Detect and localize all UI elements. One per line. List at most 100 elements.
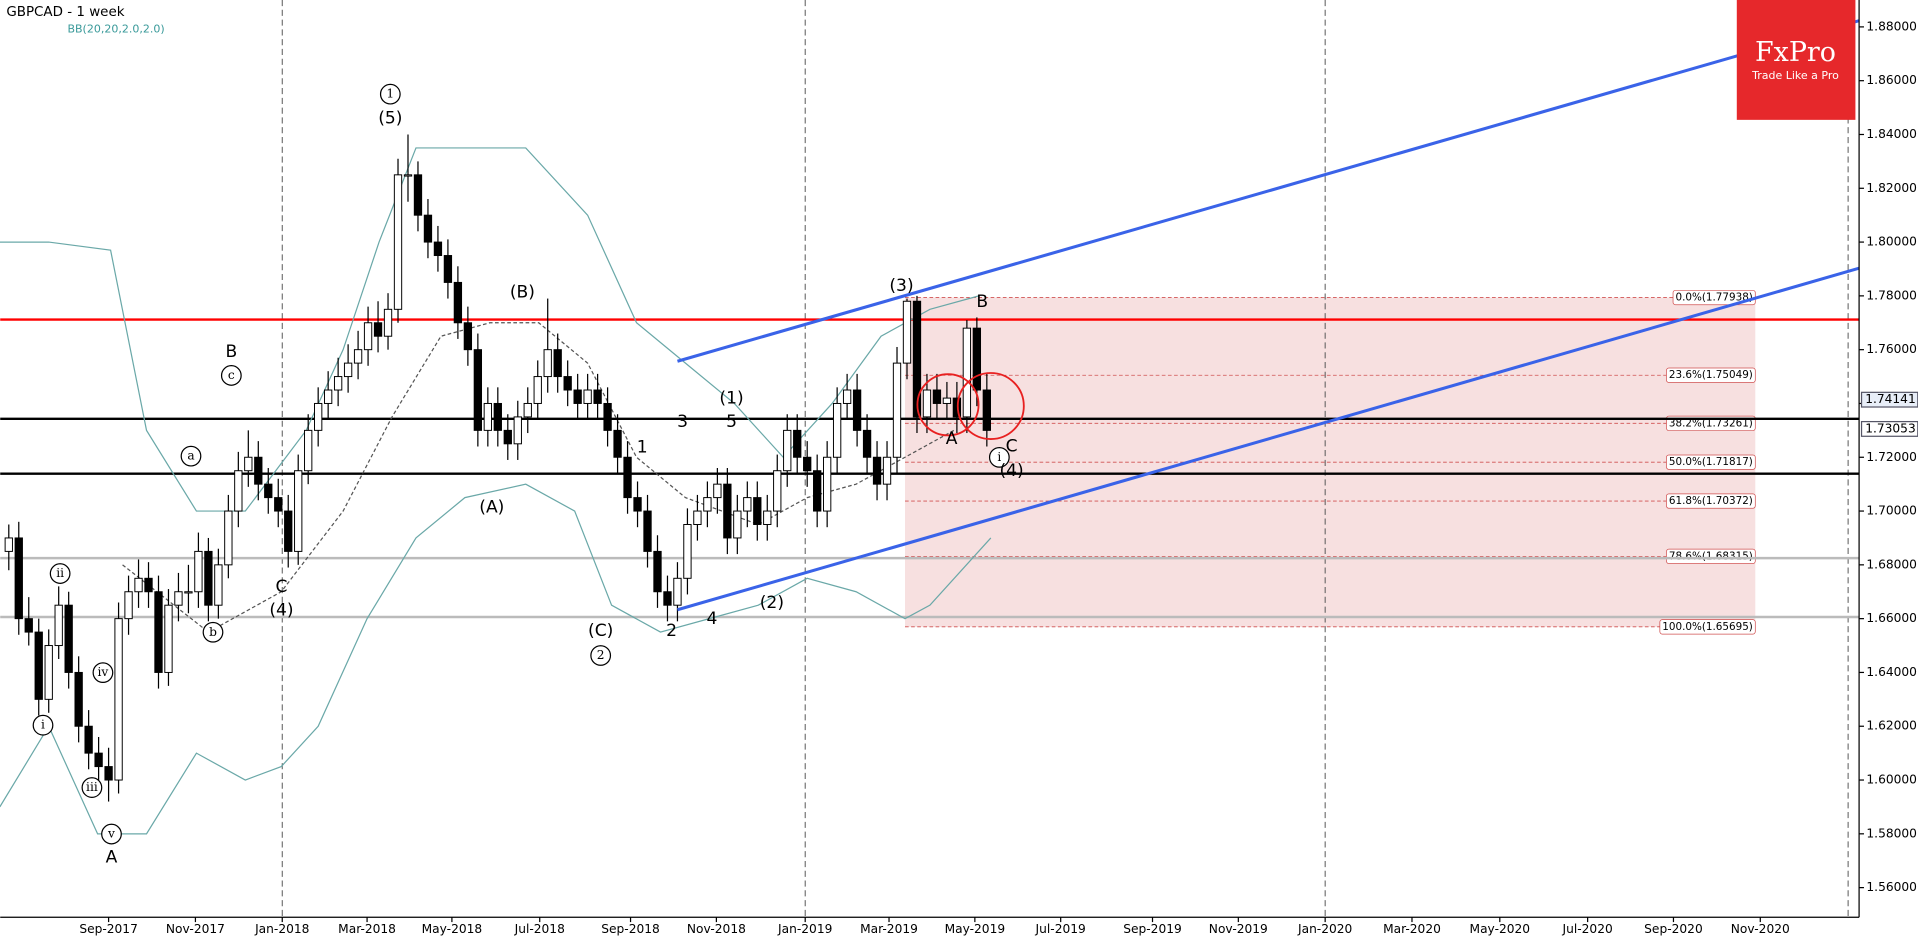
candle-body	[284, 510, 293, 552]
wave-ring	[202, 621, 224, 643]
candle-body	[743, 497, 752, 512]
wave-ring	[32, 714, 54, 736]
x-tick-label: Sep-2019	[1123, 922, 1182, 936]
candle-body	[573, 389, 582, 404]
wave-label: iii	[86, 780, 98, 794]
wave-label: (3)	[889, 276, 913, 296]
wave-ring	[988, 446, 1010, 468]
candle-body	[264, 483, 273, 499]
candle-body	[882, 456, 892, 485]
wave-ring	[81, 777, 103, 798]
bollinger-band	[0, 483, 992, 835]
candle-body	[842, 389, 852, 404]
candle-body	[503, 429, 512, 445]
candle-body	[852, 389, 862, 431]
candle-body	[114, 618, 123, 781]
candle-body	[673, 577, 682, 606]
price-label: 1.74141	[1865, 392, 1916, 406]
candle-body	[753, 497, 762, 525]
y-tick-label: 1.76000	[1866, 342, 1917, 356]
y-tick-label: 1.58000	[1866, 826, 1917, 840]
wave-label: 1	[637, 438, 648, 458]
bollinger-band	[122, 322, 955, 633]
wave-label: i	[41, 718, 45, 732]
x-tick-label: Jan-2018	[254, 922, 309, 936]
x-tick-label: Sep-2018	[601, 922, 660, 936]
candle-body	[922, 389, 932, 418]
candle-body	[244, 456, 253, 472]
candle-body	[872, 456, 882, 485]
candle-body	[44, 645, 53, 700]
logo-tagline: Trade Like a Pro	[1751, 69, 1839, 82]
candle-body	[713, 483, 722, 499]
logo-title: FxPro	[1755, 37, 1836, 68]
wave-label: A	[106, 847, 118, 867]
wave-label: 5	[726, 412, 737, 432]
x-tick-label: Nov-2017	[166, 922, 225, 936]
fib-label: 61.8%(1.70372)	[1669, 495, 1753, 507]
y-tick-label: 1.66000	[1866, 611, 1917, 625]
wave-ring	[590, 645, 612, 666]
wave-ring	[101, 823, 122, 845]
candle-body	[563, 376, 572, 391]
wave-label: v	[107, 827, 115, 841]
wave-label: 2	[597, 648, 605, 662]
candle-body	[783, 429, 792, 472]
x-tick-label: May-2019	[945, 922, 1006, 936]
candle-body	[603, 402, 612, 431]
candle-body	[683, 524, 692, 579]
candle-body	[463, 322, 473, 351]
y-tick-label: 1.62000	[1866, 719, 1917, 733]
wave-label: 1	[386, 87, 394, 101]
candle-body	[154, 591, 163, 673]
y-tick-label: 1.88000	[1866, 19, 1917, 33]
fib-label: 38.2%(1.73261)	[1669, 417, 1753, 429]
candle-body	[912, 300, 922, 418]
candle-body	[932, 389, 942, 404]
candle-body	[433, 241, 443, 257]
fib-label-box	[1666, 367, 1756, 383]
wave-label: 2	[666, 621, 677, 641]
y-tick-label: 1.64000	[1866, 665, 1917, 679]
highlight-circle	[956, 372, 1025, 440]
candle-body	[294, 470, 303, 552]
candle-body	[184, 591, 193, 594]
candle-body	[204, 550, 213, 606]
wave-label: (2)	[760, 593, 784, 613]
candle-body	[144, 577, 153, 593]
x-tick-label: Nov-2019	[1209, 922, 1268, 936]
candle-body	[593, 389, 602, 404]
candle-body	[54, 604, 63, 647]
wave-label: 3	[677, 412, 688, 432]
candle-body	[862, 429, 872, 458]
fib-label-box	[1659, 619, 1756, 635]
candle-body	[104, 766, 113, 781]
candle-body	[733, 510, 742, 539]
x-tick-label: Jan-2019	[777, 922, 832, 936]
y-tick-label: 1.78000	[1866, 288, 1917, 302]
candle-body	[813, 470, 822, 512]
candle-body	[14, 537, 23, 620]
wave-label: c	[228, 368, 235, 382]
candle-body	[84, 725, 93, 754]
x-tick-label: May-2018	[422, 922, 483, 936]
candle-body	[363, 322, 373, 351]
fib-label-box	[1666, 548, 1756, 564]
y-tick-label: 1.56000	[1866, 880, 1917, 894]
x-tick-label: Nov-2018	[687, 922, 746, 936]
y-tick-label: 1.82000	[1866, 181, 1917, 195]
chart-title: GBPCAD - 1 week	[6, 5, 124, 20]
y-tick-label: 1.72000	[1866, 450, 1917, 464]
wave-label: C	[1006, 436, 1018, 456]
candle-body	[583, 389, 592, 404]
candle-body	[613, 429, 622, 458]
candle-body	[124, 591, 133, 620]
x-tick-label: May-2020	[1470, 922, 1531, 936]
candle-body	[24, 618, 33, 633]
logo-box	[1736, 0, 1856, 120]
candle-body	[653, 550, 662, 593]
candle-body	[533, 376, 542, 404]
x-tick-label: Jul-2020	[1562, 922, 1613, 936]
wave-label: (1)	[719, 389, 743, 409]
fib-zone: 0.0%(1.77938) 23.6%(1.75049) 38.2%(1.73261…	[904, 289, 1756, 635]
